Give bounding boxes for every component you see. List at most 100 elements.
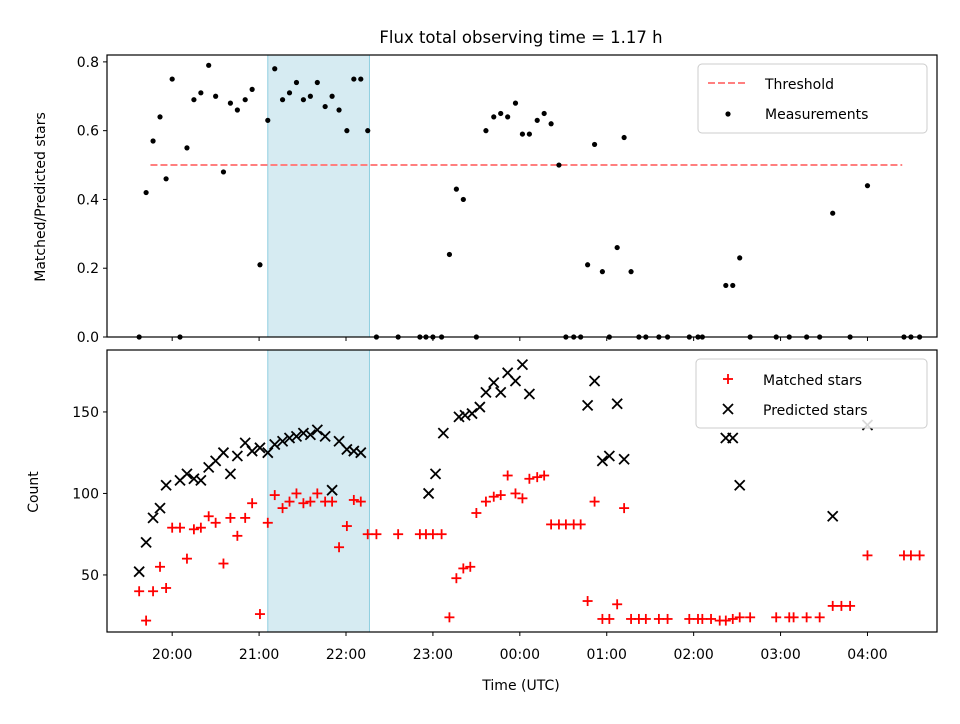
predicted-star-point-b: [246, 445, 258, 457]
measurement-point: [585, 262, 591, 268]
measurement-point: [336, 107, 342, 113]
matched-star-point: [524, 473, 535, 484]
predicted-star-point-b: [290, 430, 303, 443]
measurement-point: [249, 86, 255, 92]
y-tick-label: 0.2: [77, 261, 99, 277]
predicted-star-point: [480, 386, 492, 399]
matched-star-point: [240, 512, 251, 523]
predicted-star-point-b: [727, 432, 739, 444]
predicted-star-point: [509, 375, 522, 387]
predicted-star-point-b: [304, 429, 317, 441]
matched-star-point: [195, 522, 206, 533]
measurement-point: [234, 107, 240, 113]
matched-star-point: [604, 613, 615, 624]
matched-star-point: [532, 472, 543, 483]
matched-star-point: [836, 600, 847, 611]
predicted-star-point-b: [283, 432, 296, 444]
predicted-star-point: [516, 359, 529, 371]
predicted-star-point-b: [326, 484, 338, 496]
matched-star-point: [575, 519, 586, 530]
predicted-star-point: [181, 468, 193, 480]
shaded-time-window: [267, 349, 370, 633]
matched-star-point: [801, 612, 812, 623]
matched-star-point: [436, 529, 447, 540]
measurement-point: [519, 131, 526, 137]
legend-matched-label: Matched stars: [763, 373, 862, 389]
predicted-star-point: [195, 474, 207, 487]
predicted-star-point-b: [581, 399, 594, 412]
predicted-star-point-b: [523, 388, 536, 400]
measurement-point: [358, 76, 364, 82]
matched-star-point: [502, 470, 513, 481]
predicted-star-point: [341, 443, 353, 456]
y-tick-label: 150: [72, 405, 99, 421]
predicted-star-point: [133, 566, 145, 578]
predicted-star-point: [140, 536, 152, 548]
matched-star-point: [134, 586, 145, 597]
matched-star-point: [745, 612, 756, 623]
matched-star-point: [458, 563, 469, 574]
matched-star-point: [155, 561, 166, 572]
matched-star-point: [684, 613, 695, 624]
measurement-point: [163, 176, 169, 182]
measurement-point: [512, 100, 519, 106]
matched-star-point: [862, 550, 873, 561]
predicted-star-point: [523, 388, 536, 400]
predicted-star-point: [422, 487, 435, 500]
predicted-star-point-b: [611, 398, 623, 410]
matched-star-point: [203, 511, 214, 522]
measurement-point: [307, 93, 313, 99]
matched-star-point: [232, 530, 243, 541]
predicted-star-point-b: [588, 375, 601, 387]
measurement-point: [591, 141, 598, 148]
legend-measurements-label: Measurements: [765, 107, 868, 123]
matched-star-point: [612, 599, 623, 610]
predicted-star-point-b: [502, 367, 514, 379]
predicted-star-point: [188, 473, 200, 485]
measurement-point: [621, 134, 627, 141]
measurement-point: [329, 93, 335, 99]
predicted-star-point: [217, 447, 230, 459]
predicted-star-point-b: [474, 401, 486, 413]
measurement-point: [830, 210, 836, 216]
y-tick-label: 50: [81, 568, 99, 584]
predicted-star-point: [319, 430, 331, 443]
predicted-star-point-b: [311, 424, 323, 436]
predicted-star-point-b: [160, 479, 172, 491]
matched-star-point: [488, 491, 499, 502]
predicted-star-point-b: [224, 468, 237, 480]
measurement-point: [628, 269, 634, 275]
measurement-point: [206, 62, 212, 68]
measurement-point: [257, 262, 263, 268]
predicted-star-point-b: [509, 375, 522, 387]
legend-matched-swatch: [723, 374, 733, 384]
matched-star-point: [471, 508, 482, 519]
predicted-star-point: [466, 407, 478, 420]
predicted-star-point-b: [516, 359, 529, 371]
matched-star-point: [845, 600, 856, 611]
matched-star-point: [582, 596, 593, 607]
predicted-star-point: [355, 447, 367, 459]
measurement-point: [272, 66, 278, 72]
shaded-time-window: [267, 54, 370, 338]
predicted-star-point-b: [495, 386, 507, 399]
predicted-star-point: [276, 435, 289, 447]
predicted-star-point-b: [133, 566, 145, 578]
x-tick-label: 04:00: [847, 647, 887, 663]
predicted-star-point-b: [827, 510, 839, 522]
predicted-star-point-b: [422, 487, 435, 500]
measurement-point: [460, 196, 466, 203]
measurement-point: [453, 186, 459, 192]
predicted-star-point-b: [154, 502, 166, 514]
predicted-star-point-b: [276, 435, 289, 447]
predicted-star-point: [611, 398, 623, 410]
matched-star-point: [589, 496, 600, 507]
measurement-point: [344, 128, 350, 134]
predicted-star-point-b: [195, 474, 207, 487]
matched-star-point: [510, 488, 521, 499]
matched-star-point: [327, 496, 338, 507]
measurement-point: [198, 90, 204, 96]
predicted-star-point-b: [466, 407, 478, 420]
matched-star-point: [348, 494, 359, 505]
bottom-panel: Count Time (UTC) 50 100 150 20:00 21:00 22:00…: [26, 349, 938, 694]
